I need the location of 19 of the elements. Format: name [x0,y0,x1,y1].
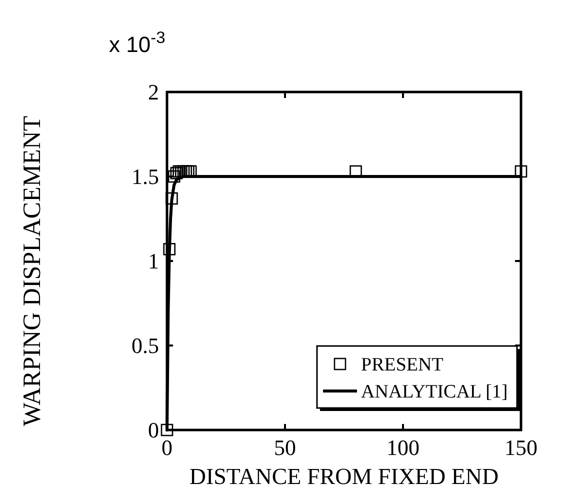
y-tick-label: 1.5 [132,164,159,190]
legend-label: ANALYTICAL [1] [361,382,508,403]
point [163,243,176,256]
y-tick-label: 1 [148,248,159,274]
x-tick-label: 150 [504,435,538,460]
point [514,165,528,178]
y-axis-title: WARPING DISPLACEMENT [19,116,46,426]
y-tick-label: 0.5 [132,333,159,358]
point [166,192,178,205]
point [170,166,183,180]
x-tick-label: 100 [386,435,420,460]
text: x 10$^{-3}$ [109,29,166,57]
y-tick-label: 2 [148,80,159,105]
point [168,170,180,183]
legend-label: PRESENT [361,354,444,376]
x-axis-title: DISTANCE FROM FIXED END [189,464,499,489]
y-tick-label: 0 [148,418,159,443]
point [160,424,174,436]
x-tick-label: 50 [274,435,296,460]
